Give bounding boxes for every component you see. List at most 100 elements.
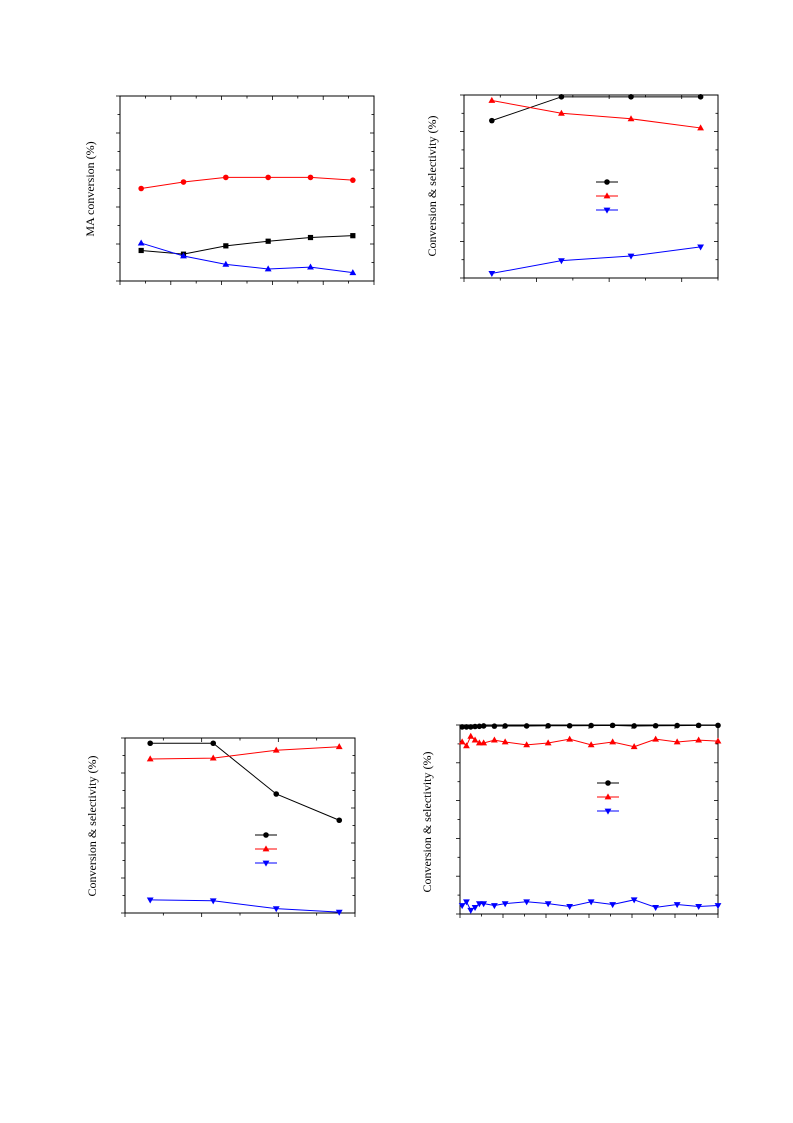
data-point [458,738,466,745]
data-point [695,722,702,729]
data-point [463,724,470,730]
data-point [467,907,475,914]
data-point [566,904,574,911]
data-point [335,909,343,916]
data-point [146,755,154,762]
data-point [273,791,280,797]
chart-conversion-selectivity-3: Conversion & selectivity (%) [420,722,722,918]
plot-frame [119,95,375,282]
data-point [673,902,681,909]
data-point [523,899,531,906]
data-point [695,736,703,743]
data-point [587,899,595,906]
data-point [223,243,229,249]
data-point [146,897,154,904]
data-point [674,722,680,729]
data-point [147,740,154,747]
data-point [472,723,478,730]
data-point [502,723,508,729]
chart-conversion-selectivity-2: Conversion & selectivity (%) [85,737,356,917]
data-point [350,233,356,239]
data-point [558,109,565,116]
y-axis-label: Conversion & selectivity (%) [420,752,434,893]
series-line [491,96,701,122]
data-point [210,740,217,747]
legend-marker [604,793,612,800]
data-point [715,722,721,729]
data-point [491,723,498,729]
data-point [697,94,704,100]
y-axis-label: Conversion & selectivity (%) [85,756,99,897]
data-point [544,739,552,746]
data-point [544,901,552,908]
data-point [714,737,722,744]
data-point [491,736,498,743]
chart-conversion-selectivity-1: Conversion & selectivity (%) [425,94,719,282]
data-point [652,904,660,911]
data-point [209,898,217,905]
data-point [476,723,483,730]
data-point [491,903,498,910]
series-line [141,242,353,274]
legend-marker [262,845,270,852]
data-point [475,739,483,746]
data-point [697,124,705,131]
data-point [137,239,145,246]
data-point [523,741,531,748]
data-point [463,742,470,749]
data-point [180,252,187,259]
series-line [150,746,340,760]
data-point [265,174,271,181]
data-point [138,247,144,254]
data-point [349,269,357,276]
data-point [630,743,638,750]
data-point [467,732,475,739]
y-axis-label: MA conversion (%) [83,141,97,236]
data-point [631,723,637,729]
data-point [480,723,487,729]
legend-marker [604,179,610,185]
plot-frame [463,94,719,279]
data-point [180,179,187,185]
chart-ma-conversion: MA conversion (%) [83,95,375,285]
data-point [523,723,530,729]
series-line [141,176,353,189]
data-point [566,735,574,742]
plot-frame [459,724,719,915]
data-point [307,174,314,181]
data-point [652,722,659,729]
data-point [630,897,638,904]
data-point [138,185,144,192]
data-point [697,244,705,251]
series-line [491,246,701,274]
legend-marker [605,780,611,786]
y-axis-label: Conversion & selectivity (%) [425,116,439,257]
data-point [272,746,280,753]
data-point [480,901,488,908]
data-point [673,738,681,745]
data-point [488,271,496,278]
data-point [489,117,495,124]
data-point [609,722,616,729]
data-point [272,906,280,913]
data-point [652,735,660,742]
data-point [475,901,483,908]
data-point [558,94,565,100]
data-point [488,96,496,103]
data-point [471,736,479,743]
series-line [150,742,340,821]
data-point [609,902,617,909]
series-line [491,99,701,129]
data-point [714,903,722,910]
data-point [695,904,703,911]
legend-marker [263,832,269,838]
data-point [264,265,272,272]
legend-marker [603,207,611,214]
data-point [558,258,565,265]
data-point [307,234,314,241]
data-point [501,901,509,908]
legend-marker [603,192,611,199]
data-point [471,904,479,911]
data-point [209,754,217,761]
data-point [222,260,230,267]
